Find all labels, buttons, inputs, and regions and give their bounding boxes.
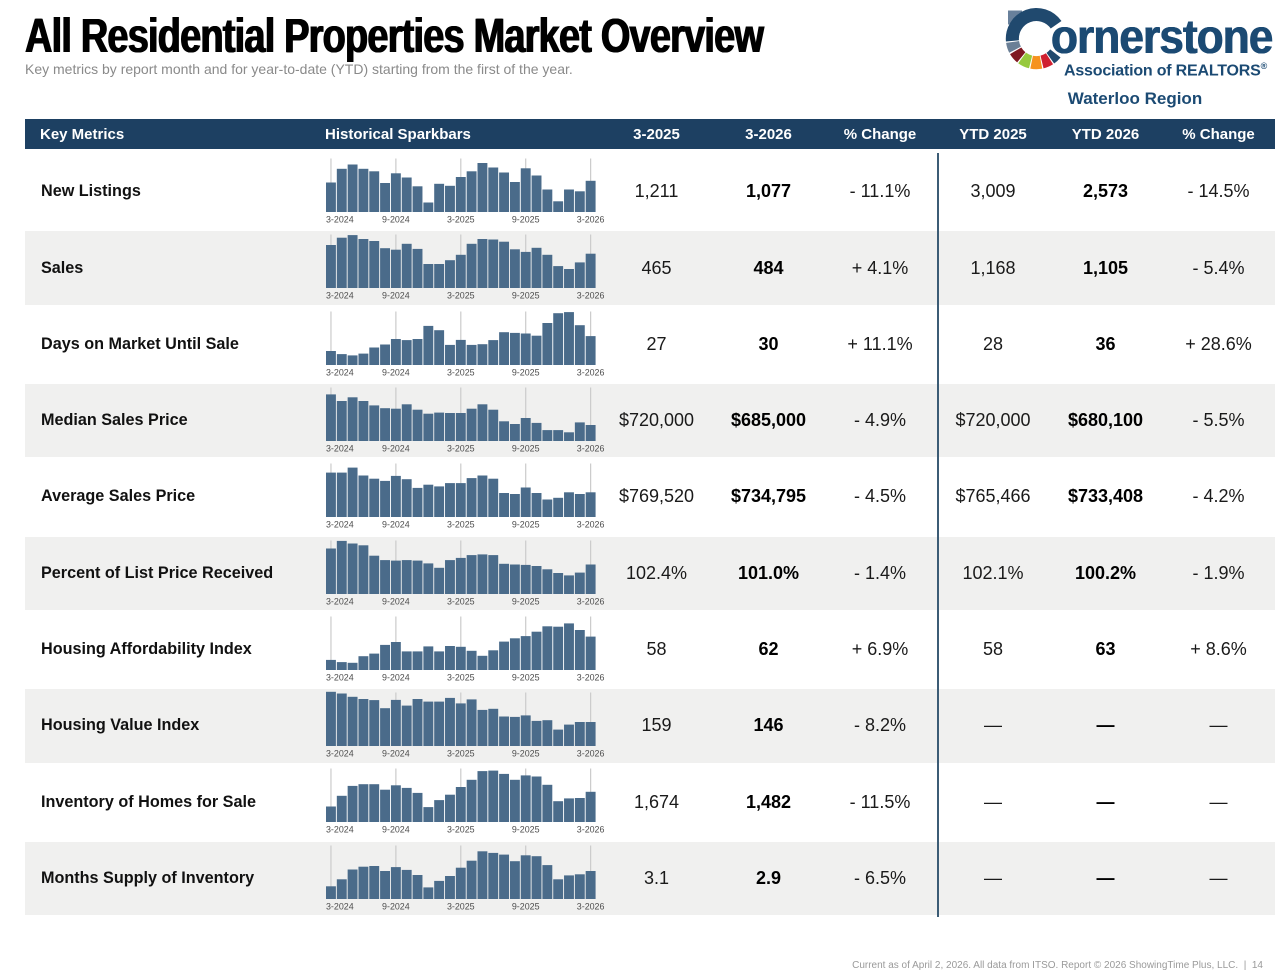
svg-text:9-2025: 9-2025 <box>512 367 540 377</box>
svg-text:3-2026: 3-2026 <box>577 901 605 911</box>
svg-text:9-2024: 9-2024 <box>382 672 410 682</box>
svg-text:9-2025: 9-2025 <box>512 291 540 301</box>
svg-text:3-2025: 3-2025 <box>447 367 475 377</box>
svg-text:3-2026: 3-2026 <box>577 367 605 377</box>
svg-text:3-2026: 3-2026 <box>577 825 605 835</box>
svg-text:9-2025: 9-2025 <box>512 672 540 682</box>
svg-text:3-2026: 3-2026 <box>577 596 605 606</box>
svg-text:3-2025: 3-2025 <box>447 291 475 301</box>
svg-text:3-2026: 3-2026 <box>577 215 605 225</box>
svg-text:9-2024: 9-2024 <box>382 443 410 453</box>
svg-text:9-2024: 9-2024 <box>382 291 410 301</box>
svg-text:9-2025: 9-2025 <box>512 443 540 453</box>
svg-text:3-2026: 3-2026 <box>577 291 605 301</box>
svg-text:3-2024: 3-2024 <box>326 215 354 225</box>
svg-text:9-2024: 9-2024 <box>382 825 410 835</box>
svg-text:3-2025: 3-2025 <box>447 825 475 835</box>
svg-text:3-2025: 3-2025 <box>447 596 475 606</box>
svg-text:9-2024: 9-2024 <box>382 749 410 759</box>
svg-text:3-2025: 3-2025 <box>447 749 475 759</box>
svg-text:9-2024: 9-2024 <box>382 901 410 911</box>
svg-text:9-2024: 9-2024 <box>382 215 410 225</box>
svg-text:3-2026: 3-2026 <box>577 520 605 530</box>
svg-text:3-2025: 3-2025 <box>447 901 475 911</box>
svg-text:9-2024: 9-2024 <box>382 367 410 377</box>
svg-text:3-2024: 3-2024 <box>326 520 354 530</box>
svg-text:9-2025: 9-2025 <box>512 749 540 759</box>
svg-text:9-2025: 9-2025 <box>512 520 540 530</box>
svg-text:3-2026: 3-2026 <box>577 443 605 453</box>
svg-text:9-2024: 9-2024 <box>382 596 410 606</box>
svg-text:3-2025: 3-2025 <box>447 672 475 682</box>
svg-text:3-2024: 3-2024 <box>326 672 354 682</box>
svg-text:9-2025: 9-2025 <box>512 825 540 835</box>
svg-text:3-2026: 3-2026 <box>577 749 605 759</box>
svg-text:3-2024: 3-2024 <box>326 291 354 301</box>
svg-text:3-2025: 3-2025 <box>447 215 475 225</box>
svg-text:9-2025: 9-2025 <box>512 901 540 911</box>
svg-text:3-2025: 3-2025 <box>447 520 475 530</box>
svg-text:9-2025: 9-2025 <box>512 596 540 606</box>
svg-text:9-2024: 9-2024 <box>382 520 410 530</box>
svg-text:3-2024: 3-2024 <box>326 596 354 606</box>
svg-text:9-2025: 9-2025 <box>512 215 540 225</box>
svg-text:3-2026: 3-2026 <box>577 672 605 682</box>
svg-text:3-2024: 3-2024 <box>326 825 354 835</box>
svg-text:3-2024: 3-2024 <box>326 749 354 759</box>
svg-text:3-2025: 3-2025 <box>447 443 475 453</box>
svg-text:3-2024: 3-2024 <box>326 367 354 377</box>
svg-text:3-2024: 3-2024 <box>326 901 354 911</box>
svg-text:3-2024: 3-2024 <box>326 443 354 453</box>
